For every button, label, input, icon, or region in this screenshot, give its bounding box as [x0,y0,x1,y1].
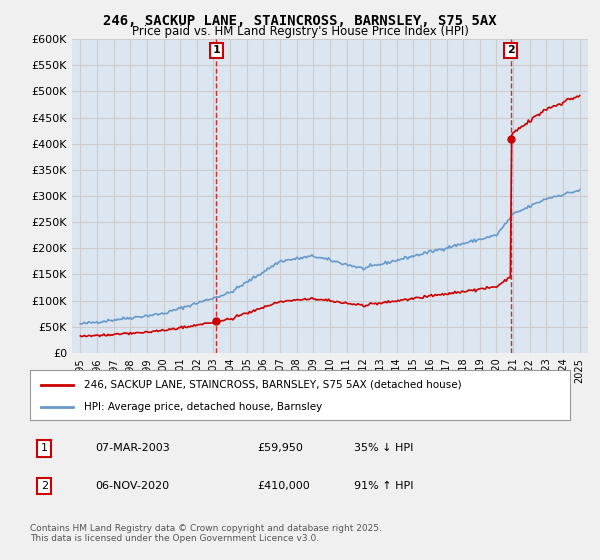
Text: 2: 2 [507,45,514,55]
Text: Contains HM Land Registry data © Crown copyright and database right 2025.
This d: Contains HM Land Registry data © Crown c… [30,524,382,543]
Text: £59,950: £59,950 [257,444,302,454]
Text: 1: 1 [41,444,48,454]
Text: 91% ↑ HPI: 91% ↑ HPI [354,481,413,491]
Text: 35% ↓ HPI: 35% ↓ HPI [354,444,413,454]
Text: £410,000: £410,000 [257,481,310,491]
Text: 2: 2 [41,481,48,491]
Text: 246, SACKUP LANE, STAINCROSS, BARNSLEY, S75 5AX: 246, SACKUP LANE, STAINCROSS, BARNSLEY, … [103,14,497,28]
Text: HPI: Average price, detached house, Barnsley: HPI: Average price, detached house, Barn… [84,403,322,412]
Text: 06-NOV-2020: 06-NOV-2020 [95,481,169,491]
Text: 07-MAR-2003: 07-MAR-2003 [95,444,170,454]
Text: Price paid vs. HM Land Registry's House Price Index (HPI): Price paid vs. HM Land Registry's House … [131,25,469,38]
Text: 246, SACKUP LANE, STAINCROSS, BARNSLEY, S75 5AX (detached house): 246, SACKUP LANE, STAINCROSS, BARNSLEY, … [84,380,461,390]
Text: 1: 1 [212,45,220,55]
